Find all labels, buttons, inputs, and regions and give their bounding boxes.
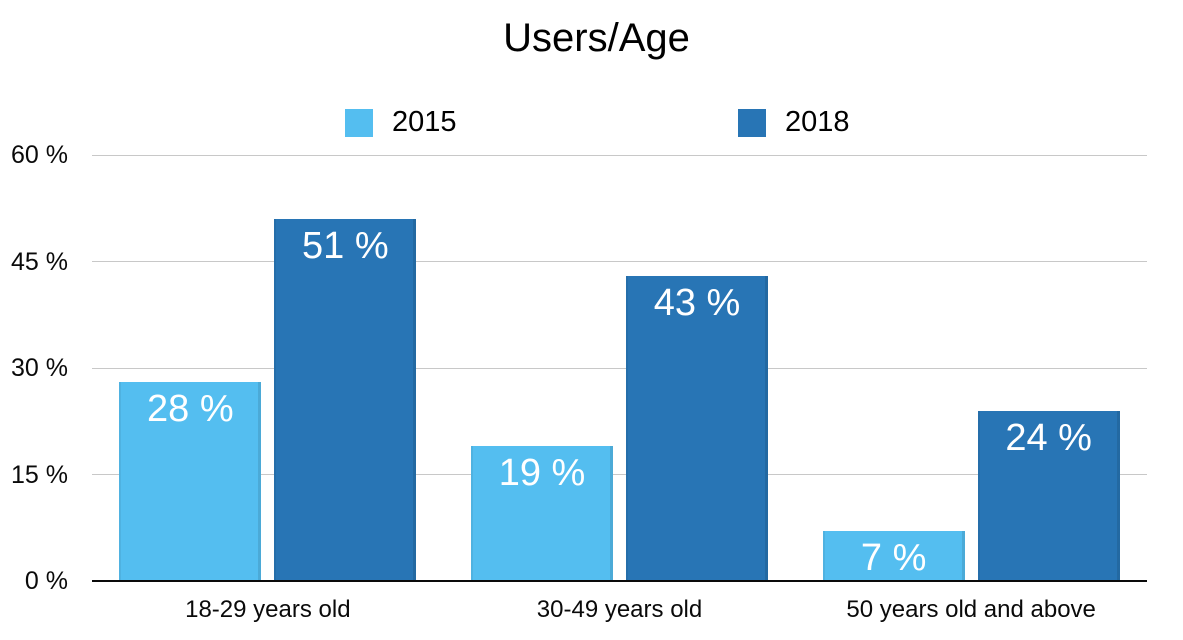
legend-label-2015: 2015 (392, 106, 457, 138)
bar-2015-0: 28 % (119, 382, 262, 581)
bar-2015-2: 7 % (822, 531, 965, 581)
legend-item-2018: 2018 (738, 108, 850, 137)
bar-2018-0: 51 % (274, 218, 417, 581)
gridline-30 (92, 367, 1147, 369)
chart-title: Users/Age (503, 16, 690, 60)
gridline-45 (92, 261, 1147, 262)
bar-value-label-2018-1: 43 % (653, 281, 741, 324)
bar-value-label-2015-2: 7 % (860, 537, 927, 580)
x-axis-label-0: 18-29 years old (185, 596, 351, 623)
x-axis-label-2: 50 years old and above (846, 596, 1096, 623)
legend-label-2018: 2018 (785, 106, 850, 138)
legend-swatch-2015 (345, 108, 373, 137)
gridline-60 (92, 154, 1147, 156)
legend-swatch-2018 (738, 108, 766, 137)
x-axis-label-1: 30-49 years old (536, 596, 703, 623)
y-tick-label-30: 30 % (11, 354, 68, 382)
y-tick-label-0: 0 % (24, 567, 68, 595)
bar-2015-1: 19 % (471, 446, 613, 581)
bar-value-label-2018-2: 24 % (1005, 416, 1092, 459)
bar-value-label-2015-1: 19 % (498, 452, 586, 495)
bar-2018-1: 43 % (626, 275, 768, 581)
bar-2018-2: 24 % (977, 410, 1120, 581)
y-tick-label-60: 60 % (11, 141, 68, 169)
y-tick-label-15: 15 % (11, 460, 68, 489)
bar-value-label-2015-0: 28 % (147, 388, 234, 431)
y-tick-label-45: 45 % (11, 247, 68, 276)
gridline-15 (92, 474, 1147, 475)
x-axis-line (92, 580, 1147, 582)
bar-value-label-2018-0: 51 % (302, 224, 389, 267)
legend-item-2015: 2015 (345, 108, 457, 137)
